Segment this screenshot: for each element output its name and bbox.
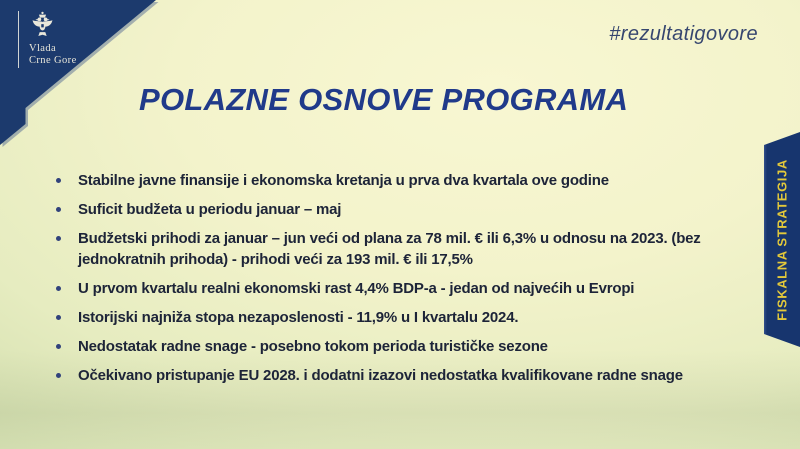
coat-of-arms-icon xyxy=(32,11,53,36)
bullet-text: Suficit budžeta u periodu januar – maj xyxy=(78,201,342,218)
bullet-item: Istorijski najniža stopa nezaposlenosti … xyxy=(54,307,730,328)
bullet-item: Stabilne javne finansije i ekonomska kre… xyxy=(54,170,730,191)
bullet-item: Očekivano pristupanje EU 2028. i dodatni… xyxy=(54,365,730,386)
bullet-item: Nedostatak radne snage - posebno tokom p… xyxy=(54,336,730,357)
bullet-dot-icon xyxy=(56,207,61,212)
bullet-dot-icon xyxy=(56,286,61,291)
side-ribbon: FISKALNA STRATEGIJA xyxy=(764,132,800,347)
bullet-dot-icon xyxy=(56,315,61,320)
bullet-item: Suficit budžeta u periodu januar – maj xyxy=(54,199,730,220)
bullet-item: U prvom kvartalu realni ekonomski rast 4… xyxy=(54,278,730,299)
bullet-text: Istorijski najniža stopa nezaposlenosti … xyxy=(78,309,519,326)
bullet-text: U prvom kvartalu realni ekonomski rast 4… xyxy=(78,280,635,297)
bullet-dot-icon xyxy=(56,236,61,241)
bullet-dot-icon xyxy=(56,344,61,349)
bullet-text: Očekivano pristupanje EU 2028. i dodatni… xyxy=(78,367,683,384)
bullet-list: Stabilne javne finansije i ekonomska kre… xyxy=(54,170,748,394)
corner-decoration xyxy=(0,0,159,147)
hashtag-text: #rezultatigovore xyxy=(609,23,758,45)
government-logo: Vlada Crne Gore xyxy=(18,11,77,68)
bullet-text: Budžetski prihodi za januar – jun veći o… xyxy=(78,230,701,268)
logo-line1: Vlada xyxy=(29,43,57,54)
bullet-item: Budžetski prihodi za januar – jun veći o… xyxy=(54,228,730,270)
slide-title: POLAZNE OSNOVE PROGRAMA xyxy=(139,82,629,117)
logo-line2: Crne Gore xyxy=(29,55,77,67)
bullet-dot-icon xyxy=(56,373,61,378)
bullet-text: Stabilne javne finansije i ekonomska kre… xyxy=(78,172,609,189)
bullet-dot-icon xyxy=(56,178,61,183)
bullet-text: Nedostatak radne snage - posebno tokom p… xyxy=(78,338,548,355)
side-ribbon-label: FISKALNA STRATEGIJA xyxy=(774,158,790,321)
logo-text: Vlada Crne Gore xyxy=(29,43,77,68)
